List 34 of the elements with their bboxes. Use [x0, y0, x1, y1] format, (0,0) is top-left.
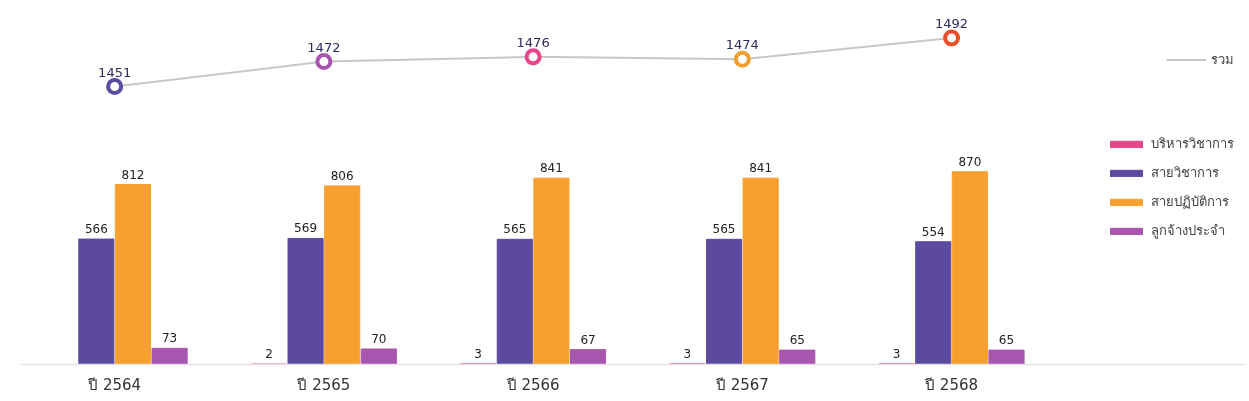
legend-label: รวม: [1211, 50, 1234, 69]
data-label: 1472: [307, 39, 341, 55]
x-tick-label: ปี 2565: [296, 375, 351, 394]
data-label: 870: [958, 154, 982, 169]
data-label: 812: [121, 167, 145, 182]
legend-label: ลูกจ้างประจำ: [1151, 222, 1225, 241]
data-label: 3: [892, 346, 901, 361]
legend-label: บริหารวิชาการ: [1151, 135, 1234, 153]
data-label: 65: [998, 333, 1015, 348]
x-tick-label: ปี 2566: [505, 375, 560, 394]
data-label: 566: [84, 222, 108, 237]
data-label: 554: [921, 224, 945, 239]
legend-label: สายวิชาการ: [1151, 164, 1219, 182]
data-label: 565: [712, 222, 736, 237]
data-label: 565: [503, 222, 527, 237]
data-label: 1474: [725, 37, 759, 53]
data-label: 806: [330, 168, 354, 183]
data-label: 65: [789, 333, 805, 348]
data-label: 1451: [98, 64, 132, 80]
x-tick-label: ปี 2567: [714, 375, 769, 394]
data-label: 3: [474, 346, 483, 361]
data-label: 569: [294, 221, 318, 236]
data-label: 841: [539, 161, 563, 176]
data-label: 70: [371, 331, 387, 346]
data-label: 841: [749, 161, 773, 176]
data-label: 2: [265, 347, 273, 362]
x-tick-label: ปี 2568: [924, 375, 979, 394]
legend-label: สายปฏิบัติการ: [1151, 193, 1229, 211]
data-label: 67: [580, 332, 596, 347]
x-tick-label: ปี 2564: [87, 375, 142, 394]
data-label: 1492: [935, 15, 969, 31]
data-label: 1476: [516, 34, 550, 50]
data-label: 73: [161, 331, 178, 346]
data-label: 3: [683, 346, 692, 361]
